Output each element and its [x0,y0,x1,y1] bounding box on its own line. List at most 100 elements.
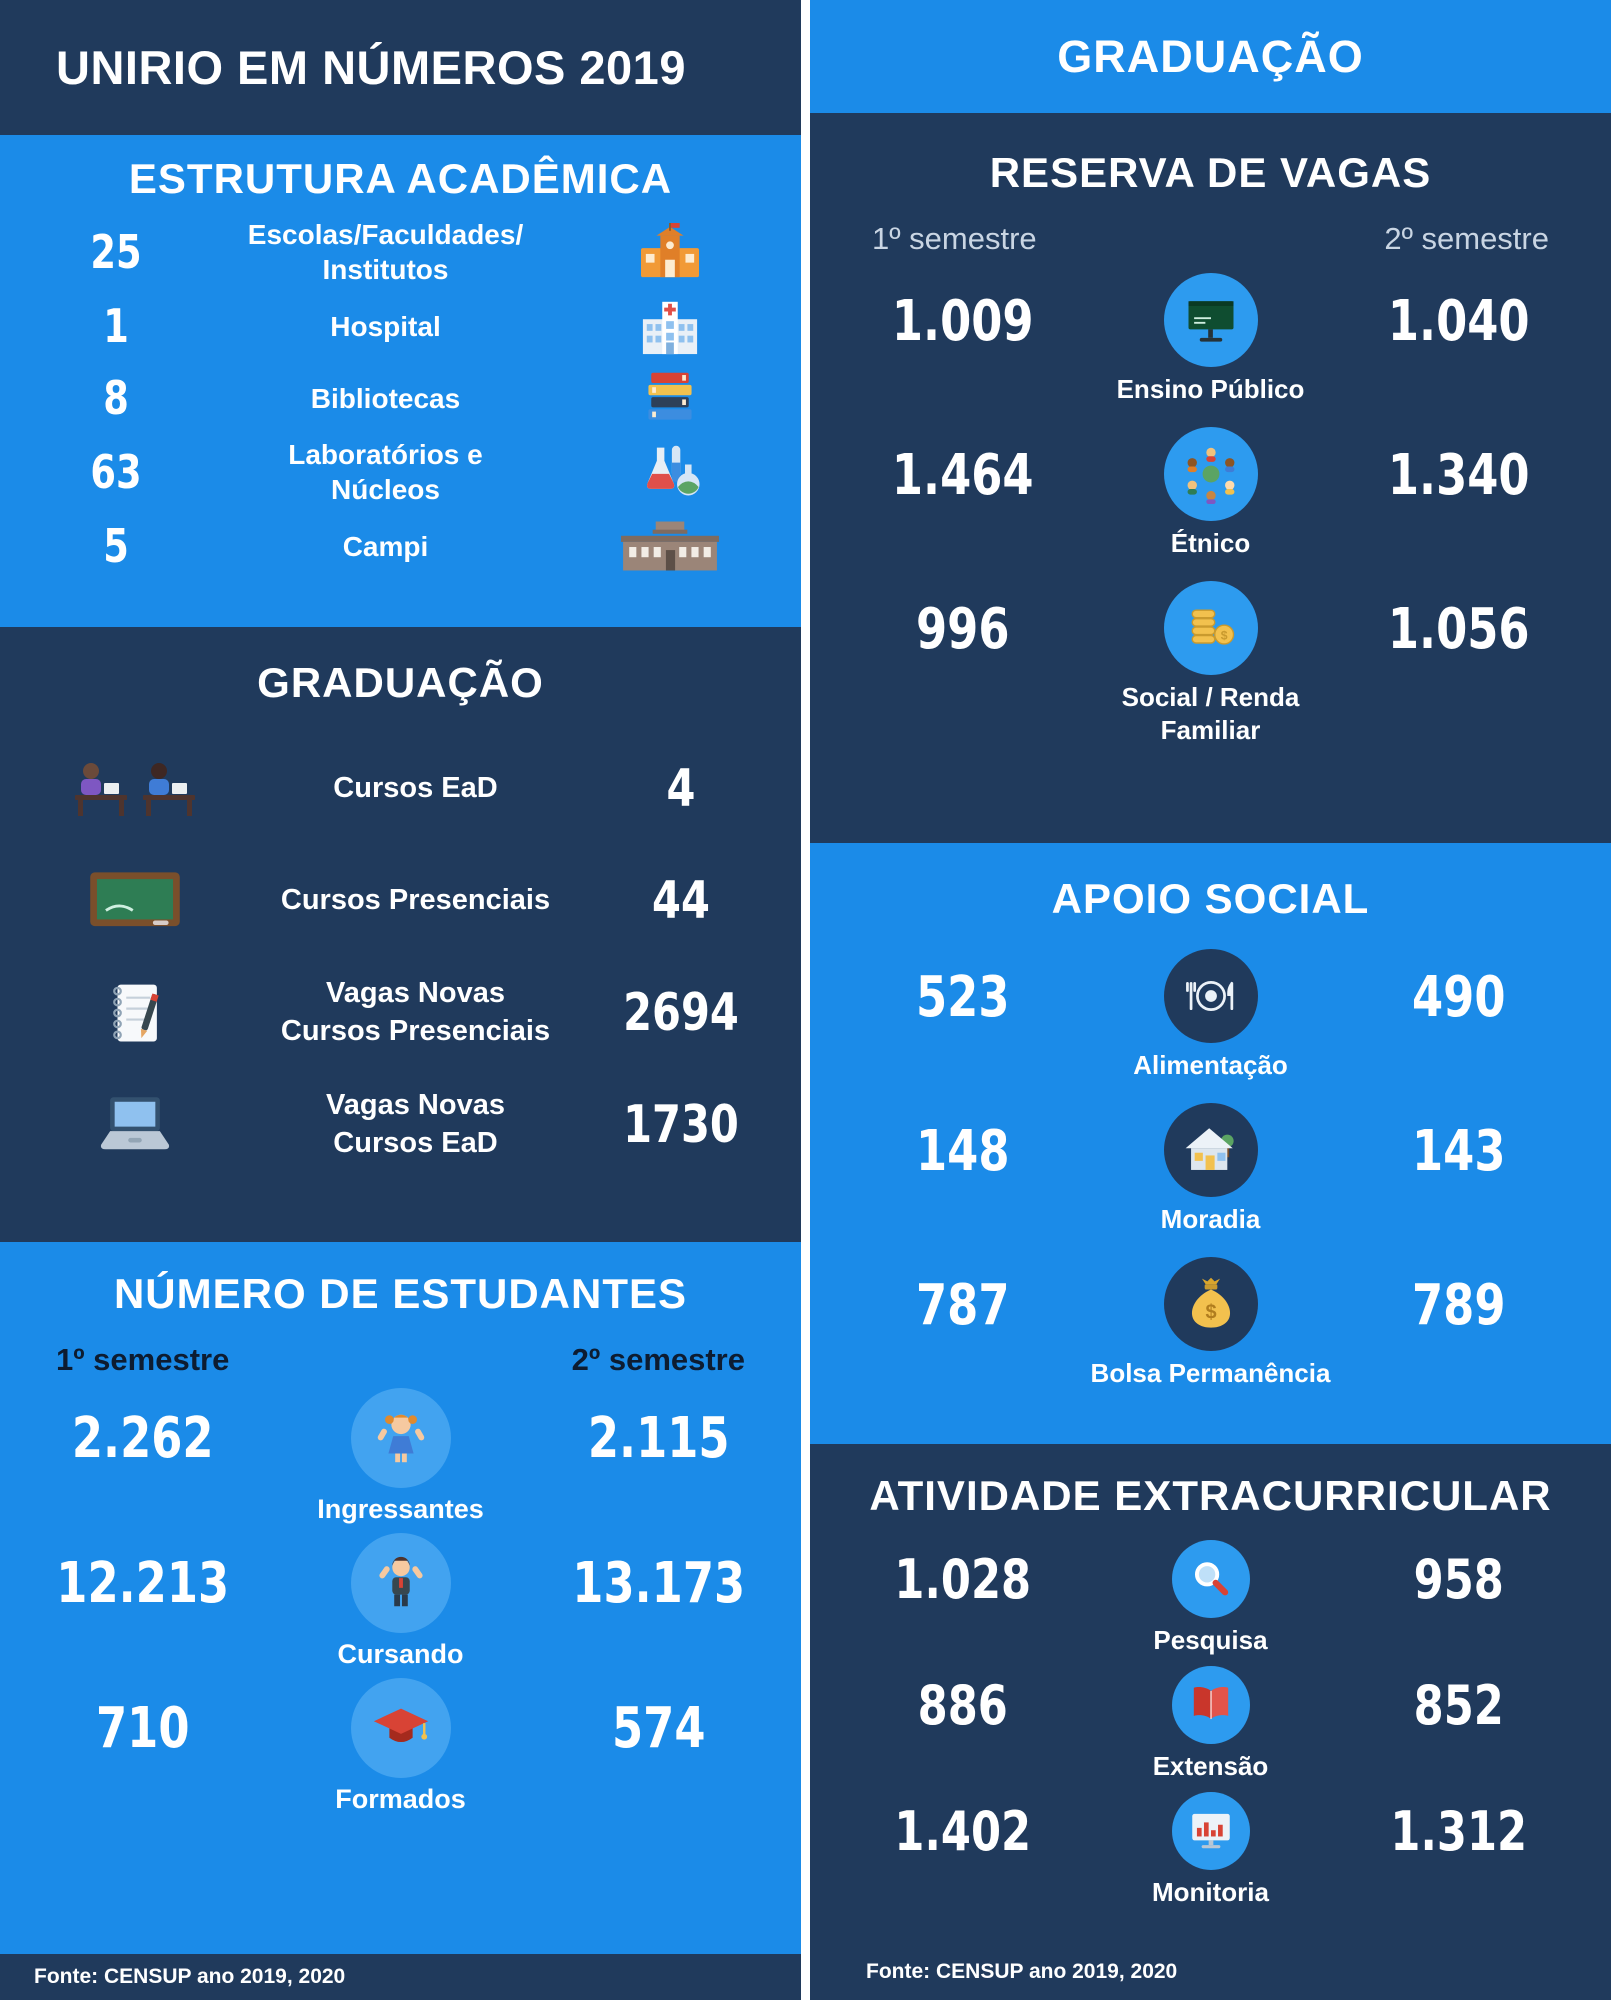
stat-row-etnico: 1.464 [810,426,1611,561]
semester-headers-left: 1º semestre 2º semestre [0,1318,801,1388]
ensino-publico-label: Ensino Público [1116,374,1305,404]
extensao-sem1: 886 [917,1673,1008,1737]
vagas-presenciais-value: 2694 [623,983,739,1043]
open-book-icon [1171,1665,1250,1744]
graduation-cap-icon [350,1678,451,1778]
laptop-icon [30,1095,240,1156]
estudantes-title: NÚMERO DE ESTUDANTES [113,1270,688,1317]
ethnic-group-icon [1163,426,1258,521]
monitoria-label: Monitoria [1152,1876,1269,1907]
stat-row-formados: 710 Formados 574 [0,1678,801,1815]
vagas-presenciais-label: Vagas Novas Cursos Presenciais [280,977,551,1047]
sem1-header-left: 1º semestre [56,1342,230,1377]
escolas-label: Escolas/Faculdades/ Institutos [247,219,524,285]
bibliotecas-label: Bibliotecas [310,382,461,414]
etnico-mid: Étnico [1086,426,1336,561]
section-reserva-vagas: RESERVA DE VAGAS 1º semestre 2º semestre… [810,113,1611,843]
left-source-text: Fonte: CENSUP ano 2019, 2020 [34,1965,346,1988]
pesquisa-mid: Pesquisa [1086,1540,1336,1658]
moradia-sem1: 148 [915,1118,1010,1184]
campi-label: Campi [342,530,429,562]
svg-text:$: $ [1220,628,1227,642]
section-atividade-extracurricular: ATIVIDADE EXTRACURRICULAR 1.028 Pesquisa… [810,1444,1611,2000]
pesquisa-sem2: 958 [1413,1548,1504,1611]
campus-building-icon [575,519,765,573]
cursando-label: Cursando [337,1639,464,1669]
money-bag-icon: $ [1163,1256,1258,1351]
semester-headers-right: 1º semestre 2º semestre [810,197,1611,273]
extensao-mid: Extensão [1086,1665,1336,1784]
apoio-title: APOIO SOCIAL [1051,875,1370,922]
stat-row-laboratorios: 63 Laboratórios e Núcleos [0,437,801,507]
left-column: UNIRIO EM NÚMEROS 2019 ESTRUTURA ACADÊMI… [0,0,801,2000]
stat-row-pesquisa: 1.028 Pesquisa 958 [810,1540,1611,1658]
alimentacao-mid: Alimentação [1086,949,1336,1083]
escolas-value: 25 [90,225,142,279]
vagas-ead-value: 1730 [623,1095,739,1155]
extensao-label: Extensão [1152,1750,1269,1781]
ingressantes-mid: Ingressantes [286,1388,516,1525]
right-source-text: Fonte: CENSUP ano 2019, 2020 [866,1960,1178,1983]
meal-plate-icon [1163,949,1258,1043]
stat-row-cursos-ead: Cursos EaD 4 [0,747,801,831]
hospital-value: 1 [103,299,129,353]
extensao-sem2: 852 [1413,1673,1504,1737]
chalkboard-icon [30,870,240,933]
right-header: GRADUAÇÃO [810,0,1611,113]
laboratorios-label: Laboratórios e Núcleos [288,439,483,505]
section-graduacao-left: GRADUAÇÃO [0,627,801,1242]
ingressantes-sem1: 2.262 [71,1406,214,1471]
stat-row-ingressantes: 2.262 [0,1388,801,1525]
campi-value: 5 [103,519,129,573]
moradia-mid: Moradia [1086,1102,1336,1237]
cursando-sem1: 12.213 [56,1551,230,1616]
estrutura-title: ESTRUTURA ACADÊMICA [128,155,673,202]
sem2-header-left: 2º semestre [571,1342,745,1377]
main-title: UNIRIO EM NÚMEROS 2019 [56,41,686,94]
alimentacao-label: Alimentação [1133,1050,1288,1080]
stat-row-monitoria: 1.402 Monitoria [810,1791,1611,1910]
right-column: GRADUAÇÃO RESERVA DE VAGAS 1º semestre 2… [810,0,1611,2000]
atividade-title: ATIVIDADE EXTRACURRICULAR [869,1472,1552,1519]
bolsa-sem1: 787 [915,1272,1010,1338]
left-header: UNIRIO EM NÚMEROS 2019 [0,0,801,135]
house-icon [1163,1102,1258,1197]
section-numero-estudantes: NÚMERO DE ESTUDANTES 1º semestre 2º seme… [0,1242,801,1954]
pesquisa-sem1: 1.028 [894,1548,1032,1611]
social-renda-sem2: 1.056 [1387,596,1530,662]
ingressantes-label: Ingressantes [317,1494,484,1524]
monitoria-mid: Monitoria [1086,1791,1336,1910]
stat-row-ensino-publico: 1.009 Ensino Público 1.040 [810,273,1611,407]
alimentacao-sem1: 523 [915,965,1010,1030]
lab-flasks-icon [575,442,765,502]
formados-label: Formados [335,1784,466,1814]
magnifier-icon [1171,1540,1250,1618]
bolsa-mid: $ Bolsa Permanência [1086,1256,1336,1391]
bolsa-label: Bolsa Permanência [1090,1357,1331,1388]
hospital-label: Hospital [330,310,441,342]
graduacao-left-title: GRADUAÇÃO [257,659,544,706]
monitoria-sem1: 1.402 [894,1799,1032,1863]
cursando-sem2: 13.173 [571,1551,745,1616]
sem1-header-right: 1º semestre [872,221,1037,256]
formados-sem2: 574 [611,1696,706,1761]
etnico-label: Étnico [1170,527,1251,558]
left-footer: Fonte: CENSUP ano 2019, 2020 [0,1954,801,2000]
moradia-sem2: 143 [1411,1118,1506,1184]
stat-row-hospital: 1 Hospital [0,293,801,359]
stat-row-escolas: 25 Escolas/Faculdades/ Institutos [0,217,801,287]
formados-mid: Formados [286,1678,516,1815]
stat-row-campi: 5 Campi [0,513,801,579]
social-renda-mid: $ Social / Renda Familiar [1086,580,1336,749]
section-apoio-social: APOIO SOCIAL 523 [810,843,1611,1444]
svg-text:$: $ [1205,1301,1216,1323]
girl-student-icon [350,1388,451,1488]
sem2-header-right: 2º semestre [1384,221,1549,256]
bolsa-sem2: 789 [1411,1272,1506,1338]
laboratorios-value: 63 [90,445,142,499]
pesquisa-label: Pesquisa [1153,1625,1268,1655]
stat-row-social-renda: 996 $ [810,580,1611,749]
etnico-sem1: 1.464 [891,442,1034,508]
school-icon [575,223,765,281]
